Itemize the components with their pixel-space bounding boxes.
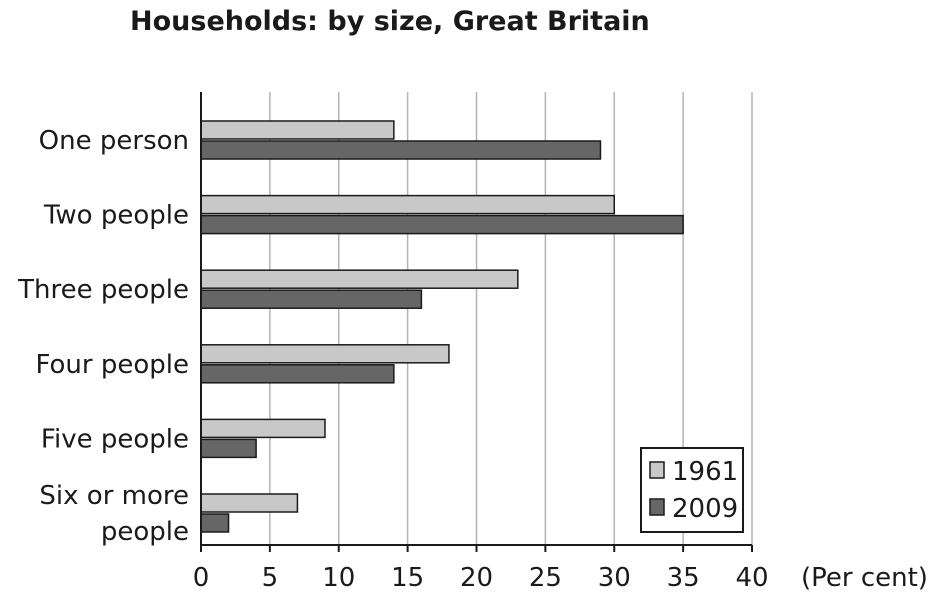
x-tick-label-15: 15 <box>391 563 424 590</box>
bar-1961-4 <box>200 418 326 439</box>
x-tick-label-30: 30 <box>598 563 631 590</box>
x-axis-unit-label: (Per cent) <box>801 563 928 590</box>
bar-2009-2 <box>200 289 423 309</box>
category-label-3: Four people <box>36 350 190 380</box>
category-label-5-1: people <box>101 517 189 547</box>
bar-2009-5 <box>200 513 230 533</box>
x-tick-label-5: 5 <box>262 563 279 590</box>
x-tick-label-20: 20 <box>460 563 493 590</box>
x-tick-label-35: 35 <box>667 563 700 590</box>
axes: 0 5 10 15 20 25 30 35 40 <box>193 92 769 593</box>
x-tick-label-10: 10 <box>322 563 355 590</box>
bar-1961-2 <box>200 269 519 289</box>
bar-1961-0 <box>200 120 395 140</box>
bar-1961-1 <box>200 194 615 215</box>
legend-label-1961: 1961 <box>672 457 738 487</box>
chart-title: Households: by size, Great Britain <box>130 6 650 37</box>
bar-2009-0 <box>200 140 602 160</box>
x-tick-label-40: 40 <box>735 563 768 590</box>
bar-2009-3 <box>200 364 395 384</box>
bar-2009-4 <box>200 438 257 459</box>
bar-1961-3 <box>200 344 450 364</box>
bar-1961-5 <box>200 493 299 513</box>
category-labels: One person Two people Three people Four peo… <box>17 126 189 547</box>
legend-swatch-2009 <box>649 498 665 516</box>
legend: 1961 2009 <box>640 447 744 533</box>
x-tick-label-25: 25 <box>529 563 562 590</box>
category-label-4: Five people <box>41 424 189 454</box>
category-label-2: Three people <box>17 275 189 305</box>
category-label-5-0: Six or more <box>39 481 189 511</box>
gridlines <box>269 92 753 545</box>
legend-label-2009: 2009 <box>672 494 738 524</box>
category-label-0: One person <box>39 126 189 156</box>
x-tick-label-0: 0 <box>193 563 210 590</box>
bar-2009-1 <box>200 214 684 235</box>
bars <box>200 120 684 533</box>
legend-swatch-1961 <box>649 461 665 479</box>
category-label-1: Two people <box>43 201 189 231</box>
